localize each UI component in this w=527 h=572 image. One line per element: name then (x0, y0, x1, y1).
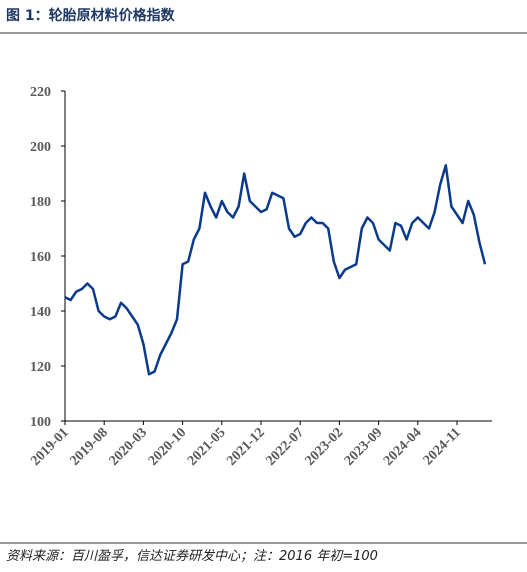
y-tick-label: 200 (30, 140, 51, 155)
y-tick-label: 160 (30, 250, 51, 265)
x-tick-label: 2023-09 (342, 425, 386, 469)
x-tick-label: 2019-08 (67, 425, 111, 469)
source-note: 资料来源：百川盈孚，信达证券研发中心；注：2016 年初=100 (6, 549, 378, 564)
x-tick-label: 2023-02 (303, 425, 347, 469)
x-tick-label: 2024-11 (421, 425, 464, 468)
x-tick-label: 2021-12 (224, 425, 268, 469)
data-line (64, 164, 487, 376)
y-tick-label: 220 (30, 85, 51, 100)
y-tick-label: 120 (30, 360, 51, 375)
y-tick-label: 180 (30, 195, 51, 210)
x-tick-label: 2021-05 (185, 425, 229, 469)
x-tick-label: 2019-01 (28, 425, 72, 469)
chart-title: 图 1：轮胎原材料价格指数 (6, 7, 176, 24)
y-tick-label: 140 (30, 305, 51, 320)
x-tick-label: 2022-07 (263, 425, 307, 469)
y-tick-label: 100 (30, 415, 51, 430)
x-tick-label: 2020-10 (146, 425, 190, 469)
x-tick-label: 2024-04 (381, 425, 425, 469)
x-tick-label: 2020-03 (107, 425, 151, 469)
